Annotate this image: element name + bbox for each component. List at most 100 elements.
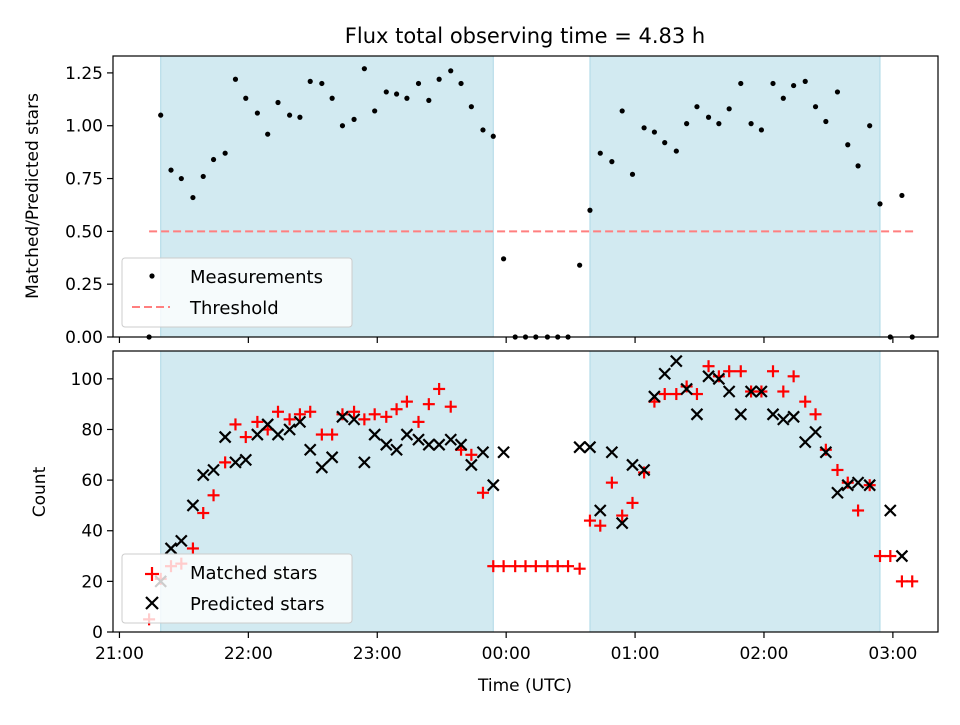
matched-star-point — [304, 405, 317, 418]
measurement-point — [597, 150, 603, 156]
predicted-star-stroke-b — [787, 410, 800, 424]
top-x-ticks — [118, 337, 894, 343]
measurement-point — [468, 104, 474, 110]
chart-title: Flux total observing time = 4.83 h — [345, 24, 705, 48]
measurement-point — [834, 89, 841, 95]
predicted-star-point — [583, 440, 597, 454]
predicted-star-point — [164, 542, 178, 555]
predicted-star-stroke-b — [315, 461, 329, 474]
predicted-star-point — [261, 418, 274, 431]
top-panel: 0.00 0.25 0.50 0.75 1.00 1.25 Matched/Predict… — [23, 55, 939, 348]
predicted-star-point — [368, 428, 381, 441]
bottom-axes-frame — [112, 350, 939, 633]
predicted-star-stroke-b — [798, 435, 812, 449]
predicted-star-point — [648, 390, 661, 403]
predicted-star-point — [895, 549, 909, 563]
bottom-y-tick-label: 100 — [71, 370, 103, 390]
predicted-star-stroke-b — [261, 418, 274, 431]
matched-star-point — [368, 408, 381, 421]
predicted-star-stroke-b — [336, 410, 349, 424]
matched-star-point — [186, 542, 199, 555]
bottom-y-tick-label: 20 — [81, 572, 103, 592]
top-shaded-region — [589, 55, 881, 338]
predicted-star-stroke-b — [175, 534, 188, 548]
bottom-x-tick-label: 21:00 — [95, 644, 144, 664]
measurement-point — [673, 148, 679, 154]
matched-star-point — [616, 509, 629, 522]
measurement-point — [426, 97, 432, 103]
predicted-star-stroke-b — [444, 433, 458, 446]
top-y-tick-label: 1.00 — [65, 117, 103, 137]
predicted-star-point — [722, 385, 736, 398]
top-y-tick-label: 0.50 — [65, 222, 103, 242]
measurement-point — [297, 114, 303, 120]
predicted-star-point — [251, 428, 264, 441]
bottom-y-tick-label: 60 — [81, 471, 103, 491]
predicted-star-stroke-b — [734, 408, 748, 421]
predicted-star-point — [358, 456, 371, 469]
predicted-star-point — [809, 425, 822, 439]
predicted-star-point — [798, 435, 812, 449]
matched-star-point — [326, 428, 339, 441]
measurement-point — [500, 256, 507, 262]
matched-star-point — [702, 360, 715, 373]
bottom-panel: 0 20 40 60 80 100 21:00 22:00 23:00 00:00 01:00 02… — [30, 350, 939, 696]
measurement-point — [265, 131, 271, 137]
predicted-star-stroke-b — [400, 428, 414, 441]
matched-star-point — [239, 431, 252, 444]
predicted-star-point — [497, 445, 510, 459]
predicted-star-stroke-b — [680, 382, 693, 396]
predicted-star-point — [444, 433, 458, 446]
predicted-star-stroke-b — [432, 438, 446, 451]
matched-star-point — [658, 388, 671, 401]
measurement-point — [641, 125, 647, 131]
bottom-y-tick-label: 0 — [92, 623, 103, 643]
predicted-star-point — [819, 445, 833, 459]
matched-star-point — [229, 418, 242, 431]
measurement-point — [877, 201, 883, 207]
matched-star-point — [767, 365, 779, 378]
bottom-y-axis-label: Count — [30, 466, 50, 517]
measurement-point — [577, 262, 583, 268]
predicted-star-point — [777, 413, 790, 426]
matched-star-point — [895, 575, 908, 588]
predicted-star-stroke-b — [573, 440, 586, 454]
matched-star-point — [315, 428, 328, 441]
predicted-star-point — [573, 440, 586, 454]
count-points — [143, 354, 919, 626]
bottom-y-tick-label: 40 — [81, 522, 103, 542]
measurement-point — [855, 163, 861, 169]
predicted-star-stroke-b — [293, 415, 307, 429]
measurement-point — [812, 104, 819, 110]
predicted-star-point — [744, 385, 758, 398]
measurement-point — [329, 95, 335, 101]
matched-star-point — [219, 456, 232, 469]
matched-star-point — [358, 413, 371, 426]
matched-star-point — [400, 395, 413, 408]
predicted-star-stroke-b — [497, 445, 510, 459]
predicted-star-stroke-b — [347, 413, 361, 426]
predicted-star-point — [218, 430, 232, 444]
measurement-point — [770, 80, 776, 87]
matched-star-point — [444, 400, 457, 413]
predicted-star-stroke-b — [390, 443, 403, 457]
matched-star-point — [251, 415, 264, 428]
predicted-star-stroke-b — [368, 428, 381, 441]
top-y-tick-label: 0.75 — [65, 170, 103, 190]
predicted-star-point — [400, 428, 414, 441]
matched-star-point — [207, 489, 220, 502]
matched-star-point — [509, 560, 522, 573]
measurement-point — [448, 68, 454, 74]
predicted-star-stroke-b — [841, 478, 855, 492]
matched-star-point — [809, 408, 822, 421]
predicted-star-point — [347, 413, 361, 426]
predicted-star-point — [303, 443, 317, 457]
bottom-y-ticks: 0 20 40 60 80 100 — [71, 370, 113, 643]
matched-star-point — [884, 550, 897, 563]
matched-star-point — [380, 410, 393, 423]
measurement-point — [629, 171, 636, 177]
measurement-point — [780, 95, 786, 101]
matched-star-point — [605, 476, 618, 489]
predicted-star-stroke-b — [454, 438, 468, 451]
measurement-point — [619, 108, 625, 114]
